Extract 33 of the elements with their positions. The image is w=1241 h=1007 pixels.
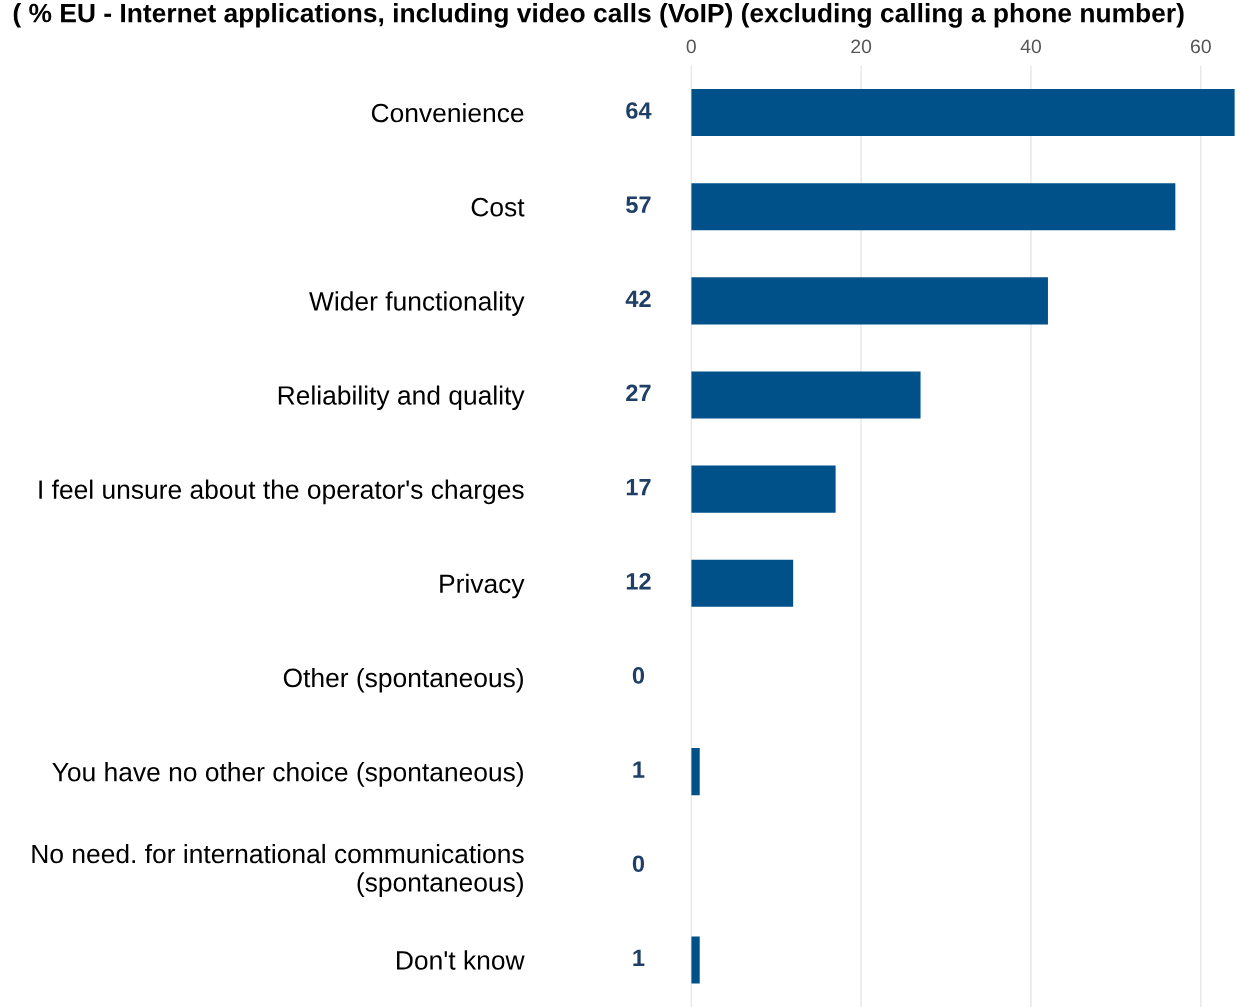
y-tick-label: Privacy: [440, 573, 525, 599]
data-label: 1: [633, 949, 645, 967]
data-label: 17: [626, 479, 651, 496]
y-tick-label: Cost: [471, 197, 525, 217]
data-label: 57: [626, 196, 651, 214]
bar: [691, 748, 700, 796]
y-tick-label: No need. for international communications (spontaneous): [32, 843, 524, 897]
y-tick-label: You have no other choice (spontaneous): [52, 762, 523, 787]
bar: [691, 371, 921, 419]
bar: [691, 465, 836, 513]
bar: [691, 936, 700, 984]
data-label: 12: [626, 572, 651, 590]
y-tick-label: Reliability and quality: [278, 385, 525, 411]
data-label: 64: [626, 102, 652, 119]
bar: [691, 559, 794, 607]
x-tick-label: 40: [1020, 39, 1042, 54]
data-label: 1: [633, 761, 645, 778]
x-tick-label: 20: [851, 39, 872, 54]
bar: [691, 277, 1048, 325]
data-label: 0: [632, 855, 645, 873]
y-tick-label: I feel unsure about the operator's charges: [39, 479, 524, 505]
bar: [691, 183, 1176, 231]
y-tick-label: Wider functionality: [309, 291, 525, 316]
x-tick-label: 0: [686, 39, 696, 54]
y-tick-label: Other (spontaneous): [283, 667, 523, 693]
x-tick-label: 60: [1191, 39, 1211, 54]
chart-title: ( % EU - Internet applications, including video calls (VoIP) (excluding calling a phone number): [13, 3, 1184, 28]
data-label: 0: [632, 667, 645, 684]
bar: [691, 88, 1235, 137]
data-label: 27: [626, 384, 651, 402]
data-label: 42: [625, 290, 651, 307]
y-tick-label: Don't know: [397, 950, 525, 970]
y-tick-label: Convenience: [371, 102, 524, 123]
